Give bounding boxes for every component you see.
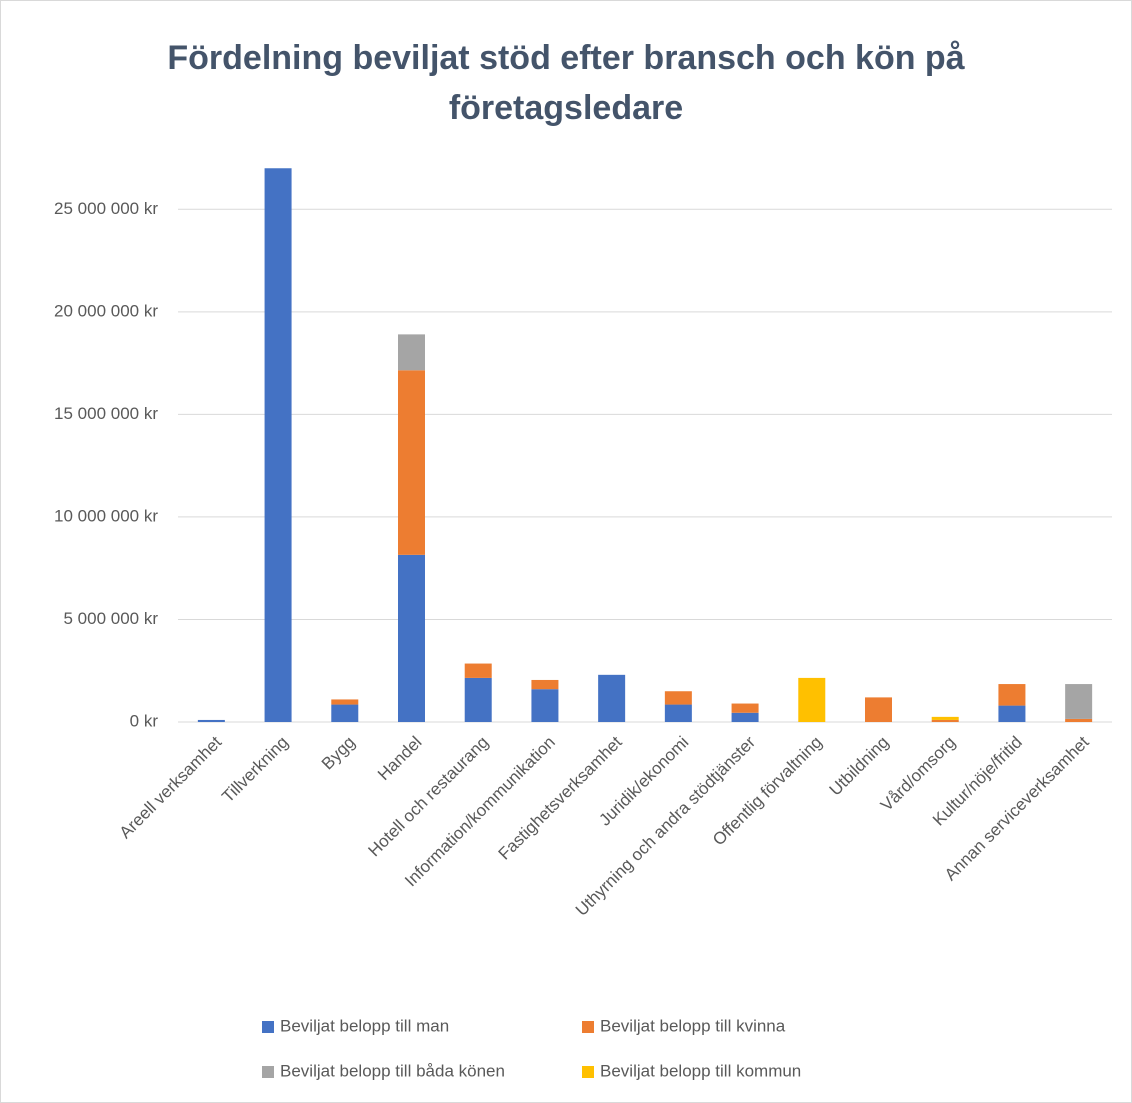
bar-segment [931, 716, 959, 720]
bar-segment [264, 168, 292, 723]
legend-label: Beviljat belopp till kvinna [600, 1016, 786, 1035]
bar-segment [598, 674, 626, 722]
legend-label: Beviljat belopp till man [280, 1016, 449, 1035]
bar-segment [1065, 684, 1093, 719]
chart-title: Fördelning beviljat stöd efter bransch o… [167, 39, 964, 127]
bar-segment [664, 691, 692, 705]
y-tick-label: 0 kr [130, 711, 159, 730]
bar-segment [398, 554, 425, 722]
legend-swatch [262, 1021, 274, 1033]
bar-segment [798, 677, 826, 722]
bar-segment [998, 684, 1026, 706]
bar-segment [731, 703, 759, 713]
bar-segment [398, 370, 425, 555]
bar-segment [731, 712, 759, 722]
y-tick-label: 5 000 000 kr [63, 609, 158, 628]
y-tick-label: 20 000 000 kr [54, 301, 158, 320]
y-tick-label: 25 000 000 kr [54, 199, 158, 218]
bar-segment [865, 697, 892, 722]
legend-swatch [262, 1066, 274, 1078]
legend-swatch [582, 1066, 594, 1078]
y-tick-label: 10 000 000 kr [54, 506, 158, 525]
bar-segment [531, 679, 559, 690]
bar-segment [398, 334, 425, 371]
bar-segment [464, 663, 492, 678]
legend-swatch [582, 1021, 594, 1033]
bar-segment [531, 689, 559, 722]
bar-segment [331, 704, 359, 722]
bar-segment [1065, 718, 1093, 722]
bar-segment [664, 704, 692, 722]
legend-label: Beviljat belopp till kommun [600, 1061, 801, 1080]
legend-label: Beviljat belopp till båda könen [280, 1061, 505, 1080]
bar-segment [464, 677, 492, 722]
bar-segment [331, 699, 359, 705]
bar-segment [197, 719, 225, 722]
y-tick-label: 15 000 000 kr [54, 404, 158, 423]
bar-segment [931, 719, 959, 722]
bar-segment [998, 705, 1026, 722]
